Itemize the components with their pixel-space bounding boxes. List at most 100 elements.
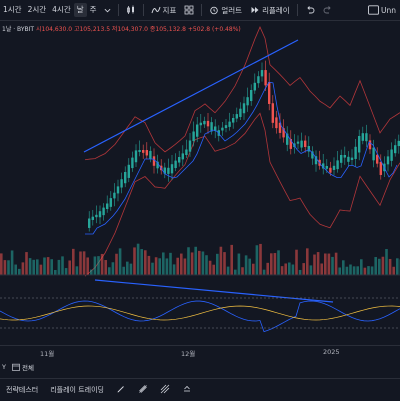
candle-body xyxy=(354,147,356,159)
volume-bar xyxy=(72,249,75,275)
replay-button[interactable]: 리플레이 xyxy=(246,0,294,20)
candle-body xyxy=(102,208,104,216)
undo-icon xyxy=(305,5,315,15)
candle-body xyxy=(347,157,349,162)
candle-body xyxy=(362,133,364,141)
candle-body xyxy=(243,103,245,113)
candle-body xyxy=(128,165,130,178)
timeframe-4h[interactable]: 4시간 xyxy=(49,0,74,20)
x-label-nov: 11월 xyxy=(40,348,54,358)
layout-name-area: Unn xyxy=(364,0,400,20)
indicators-button[interactable]: 지표 xyxy=(147,0,181,20)
candle-body xyxy=(254,83,256,91)
collapse-panel-button[interactable] xyxy=(176,384,198,396)
chevron-up-icon xyxy=(182,384,192,394)
candle-body xyxy=(192,132,194,142)
timeframe-week[interactable]: 주 xyxy=(87,0,100,20)
lines-tool-button[interactable] xyxy=(154,384,176,396)
volume-bar xyxy=(32,260,35,275)
volume-bar xyxy=(83,251,86,275)
volume-bar xyxy=(65,268,68,275)
candles-icon xyxy=(126,5,136,15)
timeframe-2h[interactable]: 2시간 xyxy=(25,0,50,20)
volume-bar xyxy=(90,270,93,275)
volume-bar xyxy=(389,259,392,275)
volume-bar xyxy=(245,255,248,275)
osc-line-signal xyxy=(0,306,400,320)
timeframe-1h[interactable]: 1시간 xyxy=(0,0,25,20)
band-lower xyxy=(85,113,400,276)
volume-bars xyxy=(0,244,400,275)
indicators-icon xyxy=(151,5,161,15)
chevron-down-icon xyxy=(104,7,111,14)
volume-bar xyxy=(277,250,280,275)
pen-tool-button[interactable] xyxy=(110,384,132,396)
layout-name-label: Unn xyxy=(381,6,396,15)
layout-name-button[interactable]: Unn xyxy=(364,0,400,20)
symbol-name[interactable]: 1날 · BYBIT xyxy=(2,26,34,33)
timeframe-dropdown[interactable] xyxy=(100,0,115,20)
candle-body xyxy=(200,123,202,126)
layout-button[interactable] xyxy=(180,0,198,20)
volume-bar xyxy=(169,253,172,275)
volume-bar xyxy=(126,262,129,275)
volume-bar xyxy=(241,267,244,275)
bottom-panel-bar: 전략테스터 리플레이 트레이딩 xyxy=(0,378,400,401)
redo-button[interactable] xyxy=(319,0,337,20)
candle-body xyxy=(196,125,198,137)
price-chart[interactable] xyxy=(0,21,400,344)
volume-bar xyxy=(43,257,46,275)
volume-bar xyxy=(133,247,136,275)
volume-bar xyxy=(248,259,251,275)
volume-bar xyxy=(40,265,43,275)
volume-bar xyxy=(184,259,187,275)
brush-tool-button[interactable] xyxy=(132,384,154,396)
volume-bar xyxy=(0,253,3,275)
volume-bar xyxy=(68,260,71,275)
candles xyxy=(88,61,400,232)
lines-icon xyxy=(160,384,170,394)
undo-button[interactable] xyxy=(301,0,319,20)
volume-bar xyxy=(148,256,151,275)
volume-bar xyxy=(281,266,284,275)
volume-bar xyxy=(122,267,125,275)
strategy-tester-tab[interactable]: 전략테스터 xyxy=(0,385,44,395)
candle-body xyxy=(297,142,299,144)
candle-body xyxy=(88,219,90,228)
alarm-clock-icon xyxy=(209,5,219,15)
volume-bar xyxy=(137,244,140,275)
time-axis[interactable]: 11월 12월 2025 xyxy=(0,345,400,360)
candle-body xyxy=(304,141,306,147)
volume-bar xyxy=(342,260,345,275)
volume-bar xyxy=(259,244,262,275)
candle-body xyxy=(336,160,338,169)
candle-body xyxy=(250,90,252,101)
candle-body xyxy=(372,148,374,161)
volume-bar xyxy=(295,250,298,275)
volume-bar xyxy=(274,253,277,275)
bollinger-band xyxy=(85,27,400,276)
chart-type-button[interactable] xyxy=(122,0,140,20)
alert-button[interactable]: 얼러트 xyxy=(205,0,246,20)
layout-box-icon xyxy=(368,5,379,15)
volume-bar xyxy=(104,260,107,275)
volume-bar xyxy=(180,254,183,275)
volume-bar xyxy=(25,252,28,275)
trendline-oscillator[interactable] xyxy=(95,280,333,302)
volume-bar xyxy=(18,269,21,275)
volume-bar xyxy=(194,247,197,275)
x-label-dec: 12월 xyxy=(181,348,195,358)
candle-body xyxy=(275,117,277,128)
candle-body xyxy=(92,217,94,220)
volume-bar xyxy=(324,253,327,275)
volume-bar xyxy=(202,251,205,275)
all-range-button[interactable]: 전체 xyxy=(6,362,34,372)
candle-body xyxy=(239,109,241,117)
volume-bar xyxy=(205,255,208,275)
timeframe-day[interactable]: 날 xyxy=(74,3,87,17)
candle-body xyxy=(142,150,144,153)
volume-bar xyxy=(338,267,341,275)
replay-trading-tab[interactable]: 리플레이 트레이딩 xyxy=(44,385,110,395)
volume-bar xyxy=(374,257,377,275)
redo-icon xyxy=(323,5,333,15)
